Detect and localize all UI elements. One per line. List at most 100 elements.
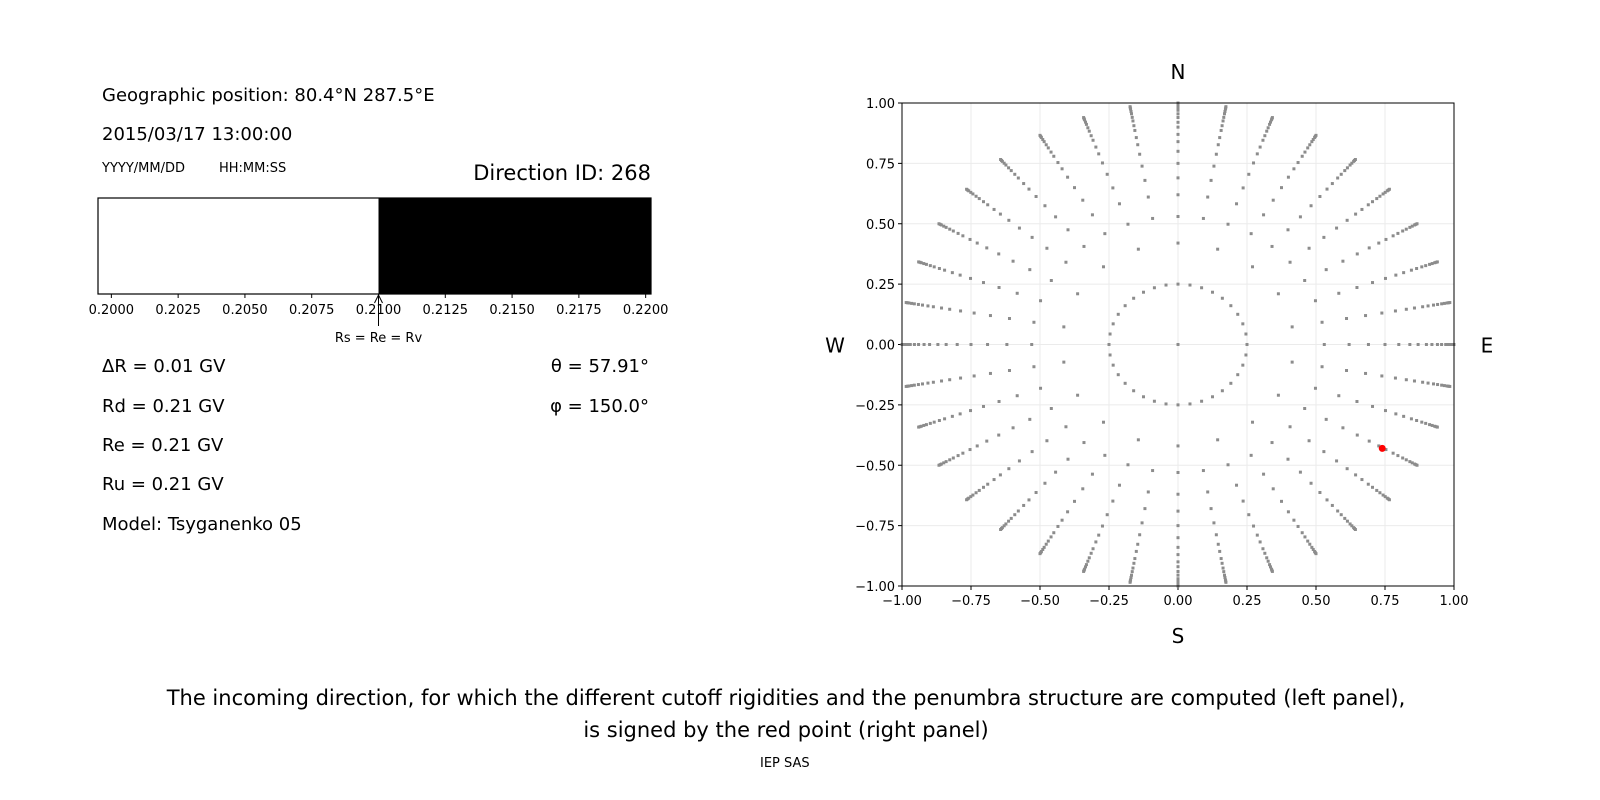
direction-point [1090,472,1094,476]
direction-point [1176,161,1180,165]
direction-point [1343,516,1347,520]
direction-point [944,460,948,464]
direction-point [1007,316,1011,320]
direction-point [1286,228,1290,232]
direction-point [1303,535,1307,539]
direction-point [1380,311,1384,315]
direction-point [1011,259,1015,263]
model: Model: Tsyganenko 05 [102,514,302,535]
direction-point [1404,378,1408,382]
direction-point [1420,265,1424,269]
direction-point [922,262,926,266]
direction-point [1143,507,1147,511]
direction-point [1126,463,1130,467]
direction-point [1136,247,1140,251]
direction-point [1348,522,1352,526]
direction-point [1126,222,1130,226]
direction-point [1222,112,1226,116]
direction-point [1266,559,1270,563]
direction-point [1049,535,1053,539]
penumbra-chart: 0.2000 0.2025 0.2050 0.2075 0.2100 0.2125 0.21… [89,197,668,346]
direction-point [974,194,978,198]
direction-point [1300,531,1304,535]
direction-point [1049,150,1053,154]
direction-point [988,371,992,375]
direction-point [1133,128,1137,132]
direction-point [1404,458,1408,462]
direction-point [1322,343,1326,346]
direction-point [981,200,985,204]
direction-point [1214,152,1218,156]
direction-point [1146,195,1150,199]
direction-point [1296,161,1300,165]
direction-point [1132,389,1136,393]
direction-point [1212,164,1216,168]
direction-point [1201,469,1205,473]
direction-point [1308,143,1312,147]
direction-point [1129,576,1133,580]
direction-point [1366,343,1370,346]
direction-point [1235,202,1239,206]
direction-point [950,414,954,418]
direction-point [1100,524,1104,528]
x-tick-label: 0.2175 [556,303,602,318]
direction-point [1244,353,1248,357]
direction-point [1007,218,1011,222]
direction-point [1380,374,1384,378]
direction-point [1082,244,1086,248]
direction-point [926,381,930,385]
direction-point [931,305,935,309]
direction-point [1226,222,1230,226]
x-tick-label: 0.2025 [155,303,201,318]
direction-point [1044,542,1048,546]
direction-point [1251,265,1255,269]
direction-point [1229,381,1233,385]
direction-point [1396,454,1400,458]
direction-point [1044,143,1048,147]
direction-point [1091,547,1095,551]
direction-point [906,343,910,346]
direction-point [1081,198,1085,202]
direction-point [1364,371,1368,375]
direction-point [1265,129,1269,133]
direction-point [971,192,975,196]
direction-point [1341,426,1345,430]
direction-point [1200,399,1204,403]
direction-point [1045,246,1049,250]
y-tick-label: −0.75 [855,520,895,535]
penumbra-segment [98,198,379,294]
direction-point [1176,140,1180,144]
direction-point [1318,195,1322,199]
direction-point [1082,569,1086,573]
direction-point [1056,524,1060,528]
direction-point [999,527,1003,531]
x-tick-label: −0.50 [1020,594,1060,609]
direction-point [974,491,978,495]
direction-point [985,439,989,443]
direction-point [1015,394,1019,398]
direction-point [1176,120,1180,124]
direction-point [1436,302,1440,306]
direction-point [1303,406,1307,410]
direction-point [1062,360,1066,364]
direction-point [1428,262,1432,266]
direction-point [1049,406,1053,410]
direction-point [1060,518,1064,522]
direction-point [1011,426,1015,430]
direction-point [928,421,932,425]
direction-point [1032,320,1036,324]
direction-point [1176,492,1180,496]
y-tick-label: −1.00 [855,580,895,595]
direction-point [1448,384,1452,388]
direction-point [1089,134,1093,138]
direction-point [1116,373,1120,377]
direction-point [1345,519,1349,523]
direction-point [1311,138,1315,142]
direction-point [1013,513,1017,517]
direction-point [977,197,981,201]
direction-point [1039,299,1043,303]
direction-point [944,343,948,346]
direction-point [1314,552,1318,556]
direction-point [1345,166,1349,170]
direction-point [968,448,972,452]
